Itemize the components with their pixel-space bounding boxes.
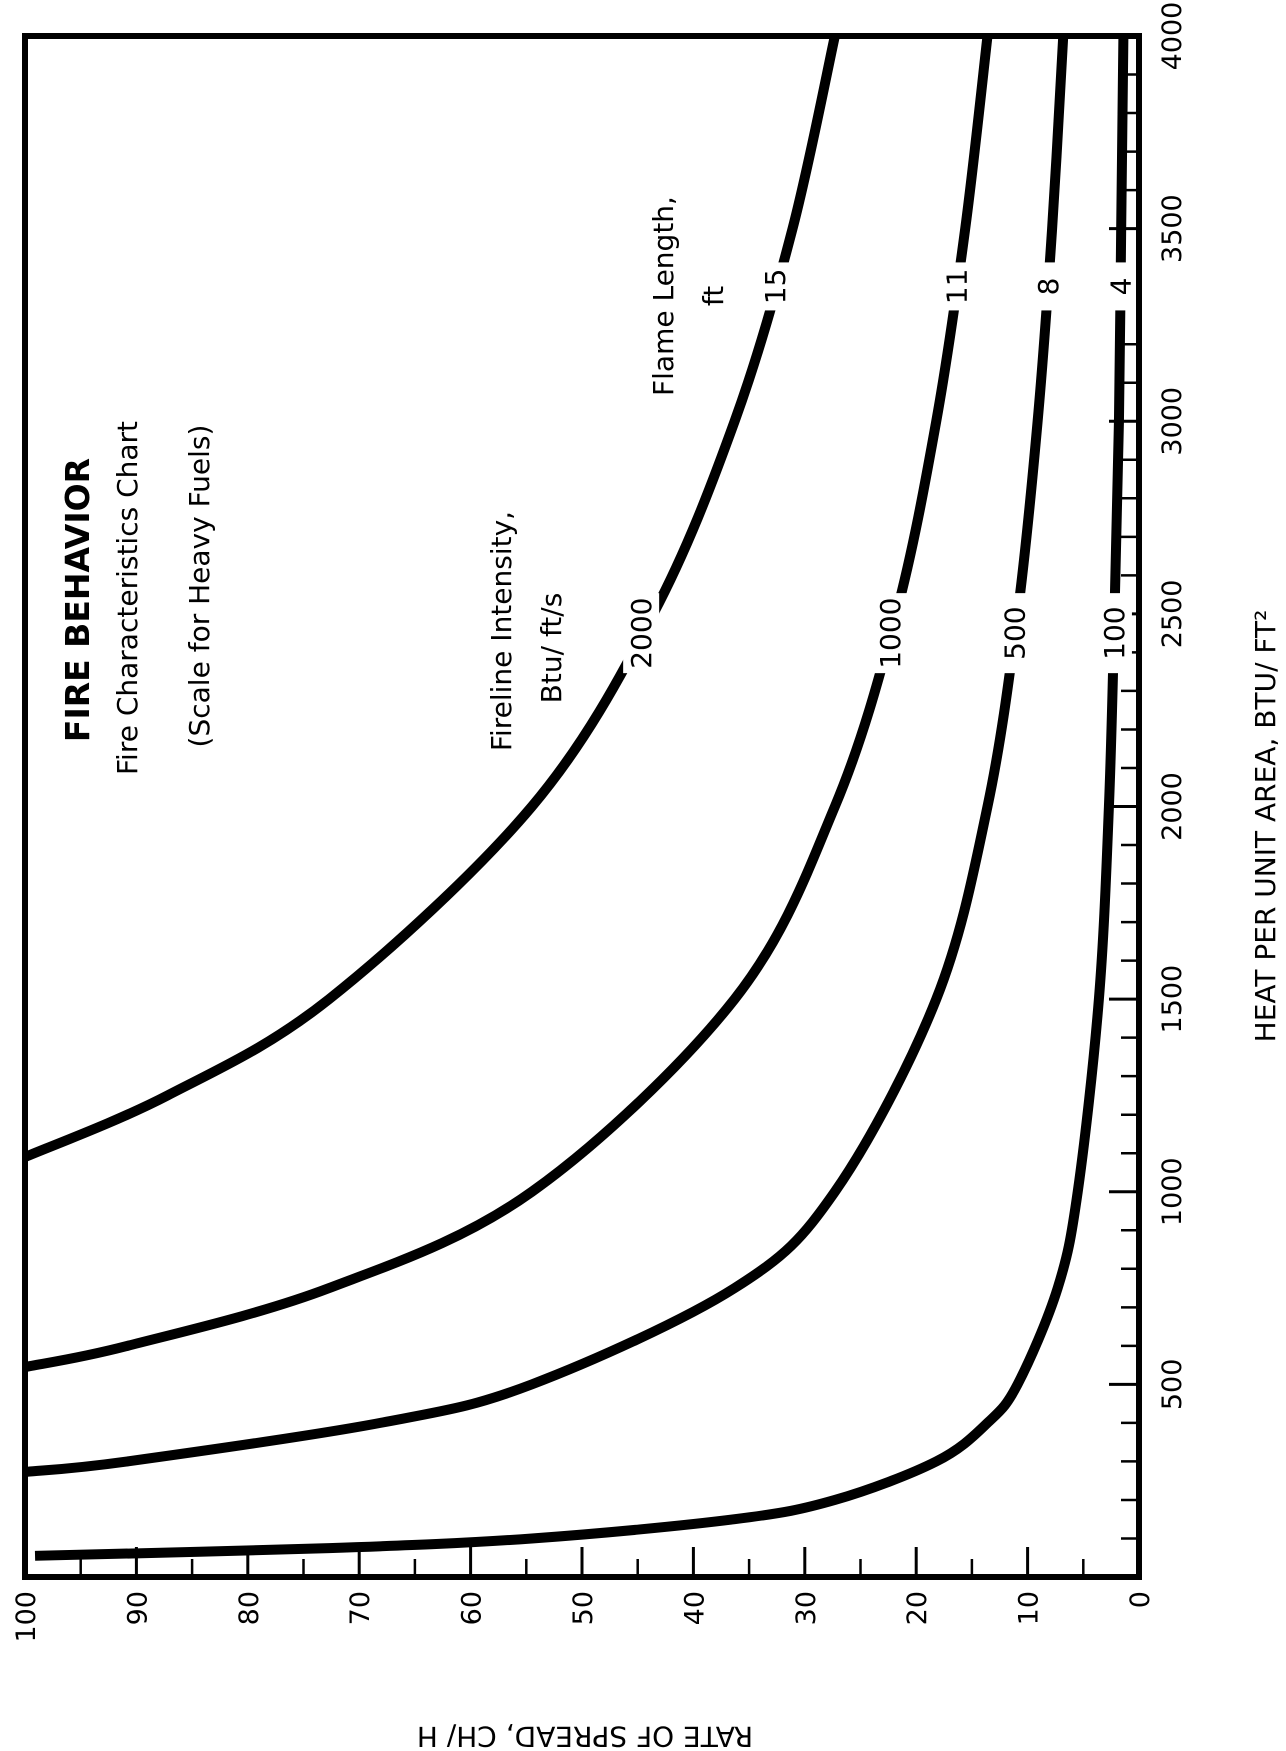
x-tick-label: 2500 bbox=[1157, 580, 1188, 649]
intensity-label: Fireline Intensity, bbox=[485, 511, 518, 751]
x-tick-label: 2000 bbox=[1157, 772, 1188, 841]
chart-subtitle: Fire Characteristics Chart bbox=[111, 421, 144, 775]
y-tick-label: 60 bbox=[457, 1591, 488, 1625]
curve bbox=[27, 36, 1063, 1472]
intensity-value-label: 100 bbox=[1098, 606, 1131, 659]
x-tick-label: 3500 bbox=[1157, 194, 1188, 263]
rotated-chart: FIRE BEHAVIOR Fire Characteristics Chart… bbox=[11, 2, 1282, 1751]
y-tick-label: 10 bbox=[1014, 1591, 1045, 1625]
x-tick-label: 1500 bbox=[1157, 965, 1188, 1034]
y-tick-label: 40 bbox=[679, 1591, 710, 1625]
y-tick-label: 50 bbox=[568, 1591, 599, 1625]
flame-length-label: 4 bbox=[1105, 277, 1138, 295]
intensity-unit: Btu/ ft/s bbox=[535, 593, 568, 704]
y-axis-title: RATE OF SPREAD, CH/ H bbox=[417, 1720, 753, 1751]
chart: FIRE BEHAVIOR Fire Characteristics Chart… bbox=[0, 0, 1286, 1751]
y-tick-label: 70 bbox=[345, 1591, 376, 1625]
plot-area: 2000 15 1000 11 500 8 100 4 bbox=[25, 36, 1139, 1556]
chart-title: FIRE BEHAVIOR bbox=[58, 458, 97, 742]
flame-length-label: 11 bbox=[941, 269, 974, 305]
intensity-value-label: 500 bbox=[999, 606, 1032, 659]
flame-unit: ft bbox=[697, 286, 730, 306]
y-tick-label: 90 bbox=[122, 1591, 153, 1625]
curve bbox=[25, 36, 835, 1157]
chart-note: (Scale for Heavy Fuels) bbox=[183, 425, 216, 748]
y-tick-label: 100 bbox=[11, 1591, 42, 1643]
y-tick-label: 30 bbox=[791, 1591, 822, 1625]
x-axis-title: HEAT PER UNIT AREA, BTU/ FT² bbox=[1249, 610, 1282, 1043]
y-tick-label: 0 bbox=[1125, 1591, 1156, 1608]
flame-length-label: 8 bbox=[1032, 277, 1065, 295]
x-tick-label: 3000 bbox=[1157, 387, 1188, 456]
y-tick-label: 80 bbox=[234, 1591, 265, 1625]
x-tick-label: 500 bbox=[1157, 1359, 1188, 1411]
y-tick-label: 20 bbox=[902, 1591, 933, 1625]
x-tick-label: 4000 bbox=[1157, 2, 1188, 71]
x-tick-label: 1000 bbox=[1157, 1157, 1188, 1226]
intensity-value-label: 2000 bbox=[625, 598, 658, 669]
intensity-value-label: 1000 bbox=[874, 598, 907, 669]
flame-label: Flame Length, bbox=[647, 196, 680, 396]
flame-length-label: 15 bbox=[759, 269, 792, 305]
